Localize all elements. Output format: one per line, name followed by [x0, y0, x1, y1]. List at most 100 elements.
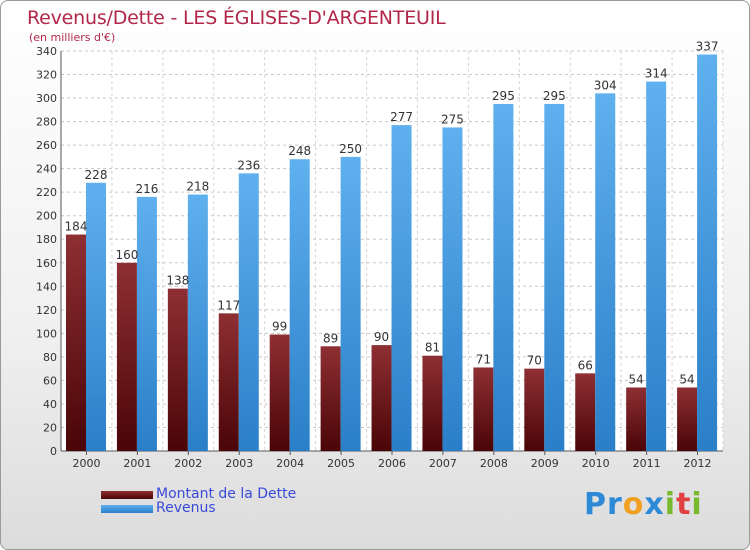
x-tick-label: 2002 [174, 457, 202, 470]
bar-dette [575, 373, 596, 451]
bar-revenus [136, 196, 157, 451]
bar-dette [371, 345, 392, 451]
y-tick-label: 220 [36, 186, 57, 199]
logo-letter: P [584, 487, 607, 522]
chart-title: Revenus/Dette - LES ÉGLISES-D'ARGENTEUIL [27, 7, 446, 29]
y-tick-label: 100 [36, 327, 57, 340]
data-label-dette: 54 [679, 372, 694, 386]
y-tick-label: 60 [43, 374, 57, 387]
chart-subtitle: (en milliers d'€) [29, 31, 116, 44]
bar-revenus [697, 54, 718, 451]
data-label-dette: 81 [425, 341, 440, 355]
bar-dette [626, 387, 647, 451]
data-label-dette: 66 [578, 358, 593, 372]
y-tick-label: 180 [36, 233, 57, 246]
bar-dette [677, 387, 698, 451]
x-tick-label: 2003 [225, 457, 253, 470]
data-labels: 184 228 160 216 138 218 117 236 99 248 89 250 90 277 8… [65, 40, 719, 387]
bar-revenus [646, 81, 667, 452]
bar-revenus [86, 182, 106, 451]
bar-dette [218, 313, 239, 451]
y-tick-label: 80 [43, 351, 57, 364]
data-label-revenus: 236 [237, 158, 260, 172]
bar-dette [422, 355, 443, 451]
bars [66, 54, 718, 452]
x-tick-label: 2007 [429, 457, 457, 470]
legend-label-revenus: Revenus [156, 500, 216, 516]
bar-revenus [238, 173, 259, 451]
logo-letter: o [622, 487, 645, 522]
bar-dette [524, 368, 545, 451]
bar-dette [116, 262, 137, 451]
x-tick-label: 2010 [582, 457, 610, 470]
bar-revenus [391, 125, 412, 451]
data-label-dette: 89 [323, 331, 338, 345]
data-label-dette: 70 [527, 354, 542, 368]
data-label-dette: 184 [65, 220, 88, 234]
y-tick-label: 240 [36, 163, 57, 176]
y-tick-label: 20 [43, 421, 57, 434]
data-label-revenus: 295 [543, 89, 566, 103]
data-label-dette: 117 [217, 298, 240, 312]
data-label-dette: 54 [629, 372, 644, 386]
bar-revenus [493, 103, 514, 452]
y-tick-label: 320 [36, 69, 57, 82]
bar-revenus [595, 93, 616, 452]
x-tick-label: 2008 [480, 457, 508, 470]
data-label-revenus: 275 [441, 112, 464, 126]
data-label-revenus: 314 [645, 67, 668, 81]
y-tick-label: 140 [36, 280, 57, 293]
bar-revenus [289, 159, 310, 451]
logo-letter: i [664, 487, 677, 522]
bar-dette [167, 288, 188, 451]
data-label-dette: 160 [115, 248, 138, 262]
bar-revenus [340, 156, 361, 451]
data-label-revenus: 337 [696, 40, 719, 54]
data-label-revenus: 250 [339, 142, 362, 156]
data-label-dette: 138 [166, 274, 189, 288]
bar-revenus [187, 194, 208, 451]
data-label-revenus: 304 [594, 78, 617, 92]
y-tick-label: 200 [36, 210, 57, 223]
data-label-revenus: 216 [135, 182, 158, 196]
bar-revenus [442, 127, 463, 452]
y-tick-label: 120 [36, 304, 57, 317]
x-tick-label: 2001 [123, 457, 151, 470]
data-label-dette: 90 [374, 330, 389, 344]
data-label-revenus: 218 [186, 180, 209, 194]
y-tick-label: 340 [36, 45, 57, 58]
x-tick-label: 2012 [684, 457, 712, 470]
x-tick-label: 2005 [327, 457, 355, 470]
bar-dette [473, 367, 494, 451]
y-tick-label: 40 [43, 398, 57, 411]
y-tick-label: 0 [50, 445, 57, 458]
bar-dette [66, 234, 86, 451]
legend-swatch-dette [101, 491, 153, 499]
data-label-revenus: 248 [288, 144, 311, 158]
data-label-revenus: 228 [85, 168, 108, 182]
x-tick-label: 2000 [72, 457, 100, 470]
logo-letter: x [644, 487, 665, 522]
legend-label-dette: Montant de la Dette [156, 486, 297, 502]
y-tick-label: 160 [36, 257, 57, 270]
x-tick-label: 2006 [378, 457, 406, 470]
bar-dette [269, 334, 290, 451]
logo-letter: t [676, 487, 692, 522]
y-tick-label: 260 [36, 139, 57, 152]
logo-letter: r [607, 487, 623, 522]
proxiti-logo: Proxiti [584, 487, 703, 522]
y-tick-label: 300 [36, 92, 57, 105]
legend-swatch-revenus [101, 505, 153, 513]
bar-revenus [544, 103, 565, 452]
x-tick-label: 2009 [531, 457, 559, 470]
data-label-revenus: 277 [390, 110, 413, 124]
axes: 0 20 40 60 80 100 120 140 160 180 200 220 240 260 280 3… [36, 45, 723, 470]
data-label-revenus: 295 [492, 89, 515, 103]
x-tick-label: 2004 [276, 457, 304, 470]
bar-dette [320, 346, 341, 451]
logo-letter: i [691, 487, 703, 522]
data-label-dette: 71 [476, 352, 491, 366]
data-label-dette: 99 [272, 320, 287, 334]
